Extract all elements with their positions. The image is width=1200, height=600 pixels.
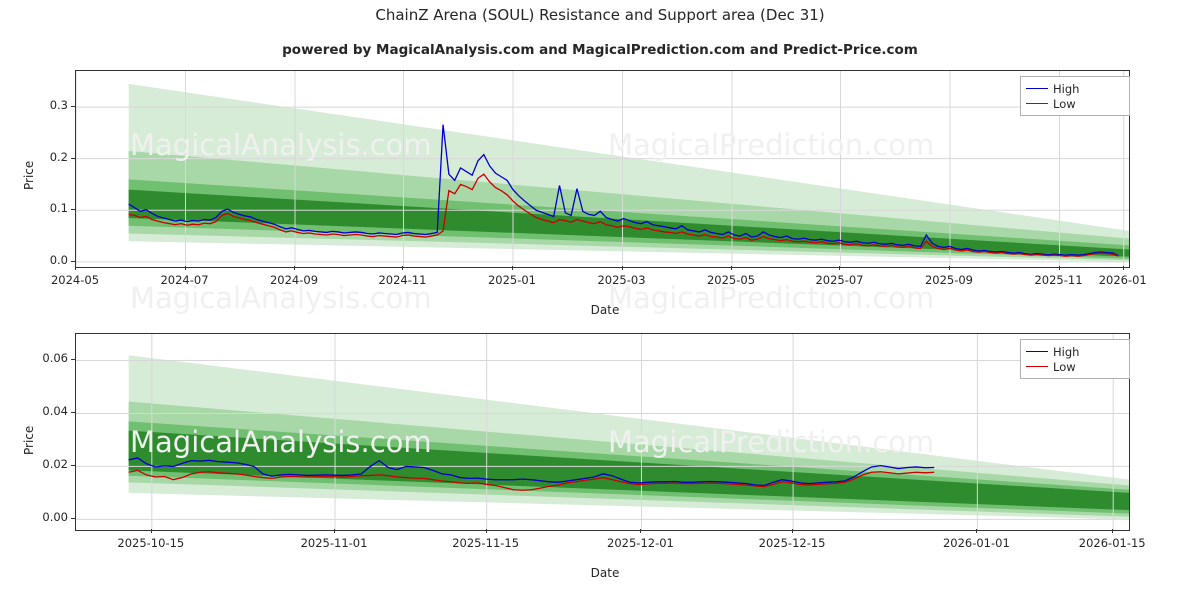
x-tick (976, 529, 978, 533)
x-tick-label: 2024-11 (378, 273, 427, 287)
y-tick-label: 0.04 (42, 404, 68, 419)
x-tick-label: 2025-09 (924, 273, 974, 287)
upper-x-axis-title: Date (590, 303, 620, 317)
legend-line-low-icon (1026, 103, 1048, 104)
x-tick-label: 2025-01 (487, 273, 537, 287)
y-tick-label: 0.3 (49, 98, 68, 113)
x-tick-label: 2024-05 (50, 273, 100, 287)
legend-label-high: High (1053, 344, 1080, 359)
x-tick (621, 266, 623, 270)
y-tick (71, 106, 75, 108)
band-dark (128, 430, 1129, 511)
x-tick-label: 2024-07 (160, 273, 209, 287)
series-line-high (128, 457, 935, 487)
legend-label-high: High (1053, 81, 1080, 96)
x-tick (75, 266, 76, 270)
x-tick-label: 2025-05 (706, 273, 756, 287)
x-tick-label: 2025-11 (1034, 273, 1083, 287)
y-tick-label: 0.1 (49, 201, 68, 216)
plot1-svg (76, 71, 1129, 267)
x-tick (402, 266, 404, 270)
x-tick-label: 2025-12-01 (607, 536, 674, 550)
y-tick (71, 359, 75, 361)
series-line-low (128, 469, 935, 491)
y-tick (71, 518, 75, 520)
x-tick (511, 266, 513, 270)
x-tick (792, 529, 794, 533)
legend-entry-high: High (1026, 344, 1122, 359)
x-tick (184, 266, 186, 270)
series-line-high (128, 124, 1119, 257)
legend-line-low-icon (1026, 366, 1048, 367)
x-tick-label: 2025-03 (597, 273, 646, 287)
legend-entry-high: High (1026, 81, 1122, 96)
y-tick (71, 209, 75, 211)
x-tick-label: 2025-07 (815, 273, 864, 287)
y-tick-label: 0.06 (42, 351, 68, 366)
x-tick-label: 2025-11-15 (452, 536, 520, 550)
plot2-svg (76, 334, 1129, 530)
x-tick-label: 2024-09 (269, 273, 319, 287)
x-tick (294, 266, 296, 270)
upper-chart-panel (75, 70, 1130, 268)
x-tick (839, 266, 841, 270)
x-tick (1058, 266, 1060, 270)
y-tick (71, 465, 75, 467)
x-tick-label: 2026-01-01 (942, 536, 1010, 550)
lower-y-axis-title: Price (22, 425, 36, 455)
legend-line-high-icon (1026, 88, 1048, 89)
legend-line-high-icon (1026, 351, 1048, 352)
y-tick-label: 0.02 (42, 457, 68, 472)
lower-x-axis-title: Date (590, 566, 620, 580)
x-tick-label: 2026-01 (1098, 273, 1147, 287)
page-subtitle: powered by MagicalAnalysis.com and Magic… (282, 42, 918, 58)
legend-entry-low: Low (1026, 96, 1122, 111)
upper-legend: High Low (1020, 76, 1130, 116)
x-tick-label: 2025-11-01 (300, 536, 368, 550)
y-tick (71, 157, 75, 159)
x-tick (1122, 266, 1124, 270)
band-dark (128, 189, 1129, 257)
x-tick-label: 2025-10-15 (117, 536, 185, 550)
x-tick (640, 529, 642, 533)
y-tick-label: 0.0 (49, 252, 68, 267)
page-title: ChainZ Arena (SOUL) Resistance and Suppo… (375, 6, 825, 24)
x-tick-label: 2025-12-15 (758, 536, 826, 550)
legend-label-low: Low (1053, 96, 1076, 111)
lower-legend: High Low (1020, 339, 1130, 379)
y-tick-label: 0.00 (42, 510, 68, 525)
y-tick (71, 412, 75, 414)
series-line-low (128, 173, 1119, 257)
y-tick-label: 0.2 (49, 149, 68, 164)
y-tick (71, 260, 75, 262)
x-tick (948, 266, 950, 270)
upper-y-axis-title: Price (22, 160, 36, 190)
legend-label-low: Low (1053, 359, 1076, 374)
x-tick (150, 529, 152, 533)
legend-entry-low: Low (1026, 359, 1122, 374)
x-tick-label: 2026-01-15 (1078, 536, 1146, 550)
x-tick (334, 529, 336, 533)
lower-chart-panel (75, 333, 1130, 531)
x-tick (1112, 529, 1114, 533)
x-tick (731, 266, 733, 270)
x-tick (485, 529, 487, 533)
